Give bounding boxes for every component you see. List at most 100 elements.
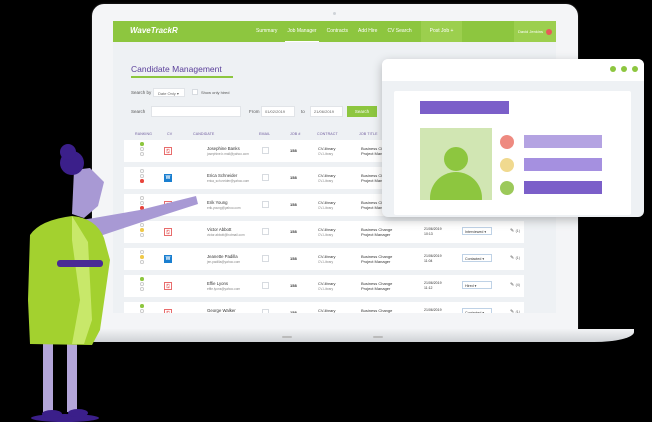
search-by-value: Date Only <box>158 91 176 96</box>
edit-icon[interactable]: ✎ (1) <box>510 309 520 313</box>
status-dot-green <box>500 181 514 195</box>
candidate-name[interactable]: George Walker <box>207 308 236 313</box>
nav-add-hire[interactable]: Add Hire <box>358 28 378 34</box>
table-row[interactable]: W Jeanette Padilla jen.padilla@yahoo.com… <box>124 248 524 270</box>
candidate-email: effie.lyons@yahoo.com <box>207 287 241 291</box>
app-logo[interactable]: WaveTrackR <box>130 26 178 35</box>
status-dot-yellow <box>500 158 514 172</box>
window-dot-icon <box>610 66 616 72</box>
table-row[interactable]: ⍂ Victor Abbott victor.abbott@hotmail.co… <box>124 221 524 243</box>
col-contract[interactable]: CONTRACT <box>317 132 338 136</box>
col-email[interactable]: EMAIL <box>259 132 271 136</box>
user-menu[interactable]: David Jenkins <box>514 21 556 42</box>
email-checkbox[interactable] <box>262 255 269 262</box>
candidate-name[interactable]: Erica Schneider <box>207 173 238 178</box>
col-job-number[interactable]: JOB # <box>290 132 301 136</box>
status-select[interactable]: Contacted ▾ <box>462 254 492 262</box>
to-label: to <box>301 109 305 114</box>
page-title: Candidate Management <box>131 64 222 74</box>
nav-job-manager[interactable]: Job Manager <box>282 21 321 42</box>
date-time: 21/06/2019 11:04 <box>424 254 442 263</box>
job-number: 158 <box>290 175 297 180</box>
info-bar <box>524 181 602 194</box>
nav-contracts[interactable]: Contracts <box>326 28 348 34</box>
status-select[interactable]: Interviewed ▾ <box>462 227 492 235</box>
candidate-name[interactable]: Josephine Banks <box>207 146 240 151</box>
status-dot-red <box>500 135 514 149</box>
contract: CV-library <box>318 281 336 286</box>
col-cv[interactable]: CV <box>167 132 173 136</box>
email-checkbox[interactable] <box>262 228 269 235</box>
job-number: 158 <box>290 256 297 261</box>
user-name: David Jenkins <box>518 29 543 34</box>
col-candidate[interactable]: CANDIDATE <box>193 132 215 136</box>
job-title: Business Change Project Manager <box>361 173 393 183</box>
contract-sub: CV-Library <box>318 206 334 210</box>
from-date-input[interactable]: 01/02/2019 <box>261 106 295 117</box>
nav-post-job[interactable]: Post Job + <box>420 21 463 42</box>
candidate-name[interactable]: Erik Young <box>207 200 228 205</box>
candidate-email: victor.abbott@hotmail.com <box>207 233 245 237</box>
show-only-hired-label: Show only hired <box>201 90 230 95</box>
candidate-name[interactable]: Effie Lyons <box>207 281 229 286</box>
ranking-indicator[interactable] <box>140 223 144 238</box>
pdf-icon[interactable]: ⍂ <box>164 147 172 155</box>
search-by-select[interactable]: Date Only ▾ <box>153 88 185 97</box>
table-row[interactable]: ⍂ George Walker george.walker@yahoo.com … <box>124 302 524 313</box>
person-icon <box>420 128 492 200</box>
main-nav: Summary Job Manager Contracts Add Hire C… <box>251 21 463 42</box>
search-input[interactable] <box>151 106 241 117</box>
job-number: 158 <box>290 202 297 207</box>
word-icon[interactable]: W <box>164 255 172 263</box>
search-button[interactable]: Search <box>347 106 377 117</box>
pdf-icon[interactable]: ⍂ <box>164 309 172 313</box>
contract-sub: CV-Library <box>318 152 334 156</box>
status-select[interactable]: Contacted ▾ <box>462 308 492 313</box>
contract: CV-library <box>318 173 336 178</box>
job-title: Business Change Project Manager <box>361 281 393 291</box>
table-row[interactable]: ⍂ Effie Lyons effie.lyons@yahoo.com 158 … <box>124 275 524 297</box>
laptop-base <box>34 329 634 342</box>
job-title: Business Change Project Manager <box>361 146 393 156</box>
contract-sub: CV-Library <box>318 233 334 237</box>
ranking-indicator[interactable] <box>140 277 144 292</box>
ranking-indicator[interactable] <box>140 250 144 265</box>
candidate-email: jen.padilla@yahoo.com <box>207 260 241 264</box>
nav-cv-search[interactable]: CV Search <box>387 28 412 34</box>
candidate-name[interactable]: Victor Abbott <box>207 227 232 232</box>
email-checkbox[interactable] <box>262 201 269 208</box>
col-job-title[interactable]: JOB TITLE <box>359 132 378 136</box>
edit-icon[interactable]: ✎ (1) <box>510 228 520 234</box>
email-checkbox[interactable] <box>262 147 269 154</box>
email-checkbox[interactable] <box>262 174 269 181</box>
show-only-hired-checkbox[interactable] <box>192 89 198 95</box>
candidate-email: josephine.b.mail@yahoo.com <box>207 152 249 156</box>
ranking-indicator[interactable] <box>140 169 144 184</box>
contract: CV-library <box>318 308 336 313</box>
job-title: Business Change Project Manager <box>361 254 393 264</box>
job-number: 158 <box>290 283 297 288</box>
job-title: Business Change Project Manager <box>361 227 393 237</box>
email-checkbox[interactable] <box>262 309 269 313</box>
ranking-indicator[interactable] <box>140 142 144 157</box>
edit-icon[interactable]: ✎ (1) <box>510 255 520 261</box>
nav-summary[interactable]: Summary <box>256 28 278 34</box>
pdf-icon[interactable]: ⍂ <box>164 282 172 290</box>
candidate-email: erica_sch.neider@yahoo.com <box>207 179 250 183</box>
candidate-name[interactable]: Jeanette Padilla <box>207 254 238 259</box>
pdf-icon[interactable]: ⍂ <box>164 228 172 236</box>
ranking-indicator[interactable] <box>140 304 144 313</box>
status-select[interactable]: Hired ▾ <box>462 281 492 289</box>
top-navbar: WaveTrackR Summary Job Manager Contracts… <box>113 21 556 42</box>
job-number: 158 <box>290 229 297 234</box>
date-time: 21/06/2019 11:12 <box>424 281 442 290</box>
edit-icon[interactable]: ✎ (4) <box>510 282 520 288</box>
info-bar <box>524 158 602 171</box>
to-date-input[interactable]: 21/06/2019 <box>310 106 343 117</box>
word-icon[interactable]: W <box>164 174 172 182</box>
col-ranking[interactable]: RANKING <box>135 132 153 136</box>
hinge <box>373 336 383 338</box>
ranking-indicator[interactable] <box>140 196 144 211</box>
hinge <box>282 336 292 338</box>
email-checkbox[interactable] <box>262 282 269 289</box>
